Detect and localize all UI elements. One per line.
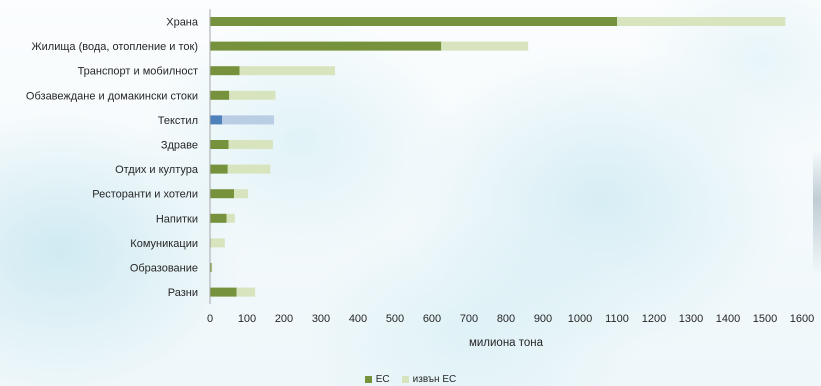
legend-label-non-eu: извън ЕС [412, 374, 457, 385]
bar-eu-7 [210, 189, 235, 199]
x-tick-label-8: 800 [497, 313, 515, 325]
bar-non-eu-9 [210, 238, 225, 248]
category-label-6: Отдих и култура [115, 164, 199, 176]
bar-non-eu-2 [239, 66, 336, 76]
bar-non-eu-3 [229, 90, 276, 100]
bar-non-eu-7 [234, 189, 249, 199]
x-tick-label-13: 1300 [679, 313, 703, 325]
bar-non-eu-0 [617, 17, 786, 26]
legend-label-eu: ЕС [375, 374, 390, 385]
x-tick-label-10: 1000 [568, 313, 592, 325]
bar-eu-8 [210, 213, 227, 223]
x-tick-label-15: 1500 [753, 313, 777, 325]
bar-non-eu-4 [222, 115, 275, 125]
bar-chart: 0 100 200 300 400 500 600 700 800 900 1000 1100 1200… [26, 9, 814, 349]
bar-eu-10 [210, 263, 212, 272]
bar-eu-11 [210, 287, 237, 297]
x-tick-label-5: 500 [386, 313, 404, 325]
bar-non-eu-5 [228, 140, 273, 149]
x-tick-label-16: 1600 [790, 313, 814, 325]
x-tick-label-12: 1200 [642, 313, 666, 325]
category-label-0: Храна [166, 17, 199, 29]
x-tick-label-9: 900 [534, 313, 552, 325]
x-tick-label-11: 1100 [605, 313, 629, 325]
bar-eu-1 [210, 41, 442, 51]
x-tick-label-14: 1400 [716, 313, 740, 325]
bar-eu-4 [210, 115, 223, 125]
bar-eu-0 [210, 17, 617, 26]
bar-non-eu-10 [211, 263, 213, 272]
x-tick-label-7: 700 [460, 313, 478, 325]
category-labels-group: Храна Жилища (вода, отопление и ток) Транс… [26, 17, 199, 300]
x-tick-label-2: 200 [275, 313, 293, 325]
category-label-3: Обзавеждане и домакински стоки [26, 90, 198, 102]
edge-shadow [813, 150, 821, 275]
legend: ЕС извън ЕС [0, 373, 821, 386]
bar-non-eu-11 [236, 287, 256, 297]
bar-eu-6 [210, 164, 228, 174]
bar-eu-3 [210, 90, 230, 100]
bar-non-eu-6 [227, 164, 271, 174]
category-label-4: Текстил [158, 115, 198, 127]
bar-eu-5 [210, 140, 229, 149]
legend-swatch-non-eu [401, 376, 409, 383]
x-tick-label-3: 300 [312, 313, 330, 325]
bar-non-eu-8 [226, 213, 235, 223]
x-ticks-group: 0 100 200 300 400 500 600 700 800 900 1000 1100 1200… [207, 313, 814, 325]
category-label-7: Ресторанти и хотели [92, 189, 198, 201]
x-tick-label-1: 100 [238, 313, 256, 325]
category-label-9: Комуникации [130, 238, 198, 250]
category-label-1: Жилища (вода, отопление и ток) [32, 41, 199, 53]
bar-eu-2 [210, 66, 240, 76]
category-label-5: Здраве [161, 140, 198, 152]
bars-group [210, 17, 786, 297]
bar-non-eu-1 [441, 41, 529, 51]
x-tick-label-4: 400 [349, 313, 367, 325]
legend-item-non-eu: извън ЕС [401, 374, 457, 385]
category-label-8: Напитки [156, 213, 198, 225]
x-axis-title: милиона тона [469, 337, 544, 349]
category-label-2: Транспорт и мобилност [78, 66, 198, 78]
legend-swatch-eu [364, 376, 372, 383]
x-tick-label-0: 0 [207, 313, 213, 325]
x-tick-label-6: 600 [423, 313, 441, 325]
category-label-11: Разни [168, 287, 198, 299]
legend-item-eu: ЕС [364, 374, 390, 385]
category-label-10: Образование [130, 263, 198, 275]
